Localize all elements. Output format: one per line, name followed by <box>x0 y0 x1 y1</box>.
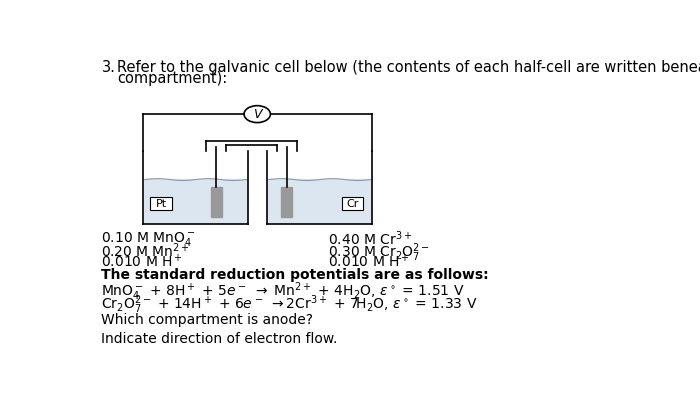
Text: 0.010 M H$^+$: 0.010 M H$^+$ <box>328 253 410 271</box>
Text: compartment):: compartment): <box>117 71 228 86</box>
Text: The standard reduction potentials are as follows:: The standard reduction potentials are as… <box>102 268 489 282</box>
Bar <box>144 179 247 223</box>
Text: Cr: Cr <box>346 199 358 209</box>
Bar <box>268 179 371 223</box>
Bar <box>211 187 222 217</box>
FancyBboxPatch shape <box>150 197 172 211</box>
Text: Pt: Pt <box>155 199 167 209</box>
Text: Indicate direction of electron flow.: Indicate direction of electron flow. <box>102 332 338 346</box>
Text: 0.10 M MnO$_4^-$: 0.10 M MnO$_4^-$ <box>102 229 196 248</box>
Text: 3.: 3. <box>102 60 116 75</box>
Text: Refer to the galvanic cell below (the contents of each half-cell are written ben: Refer to the galvanic cell below (the co… <box>117 60 700 75</box>
Text: MnO$_4^-$ + 8H$^+$ + 5$e^-$ $\rightarrow$ Mn$^{2+}$ + 4H$_2$O, $\mathit{\varepsi: MnO$_4^-$ + 8H$^+$ + 5$e^-$ $\rightarrow… <box>102 281 465 303</box>
Text: Cr$_2$O$_7^{2-}$ + 14H$^+$ + 6$e^-$ $\rightarrow$2Cr$^{3+}$ + 7H$_2$O, $\mathit{: Cr$_2$O$_7^{2-}$ + 14H$^+$ + 6$e^-$ $\ri… <box>102 293 478 316</box>
Text: 0.30 M Cr$_2$O$_7^{2-}$: 0.30 M Cr$_2$O$_7^{2-}$ <box>328 241 430 264</box>
FancyBboxPatch shape <box>342 197 363 211</box>
Text: 0.40 M Cr$^{3+}$: 0.40 M Cr$^{3+}$ <box>328 229 412 248</box>
Text: 0.20 M Mn$^{2+}$: 0.20 M Mn$^{2+}$ <box>102 241 190 260</box>
Bar <box>281 187 292 217</box>
Text: Which compartment is anode?: Which compartment is anode? <box>102 313 314 327</box>
Ellipse shape <box>244 105 270 123</box>
Text: V: V <box>253 108 262 121</box>
Text: 0.010 M H$^+$: 0.010 M H$^+$ <box>102 253 183 271</box>
